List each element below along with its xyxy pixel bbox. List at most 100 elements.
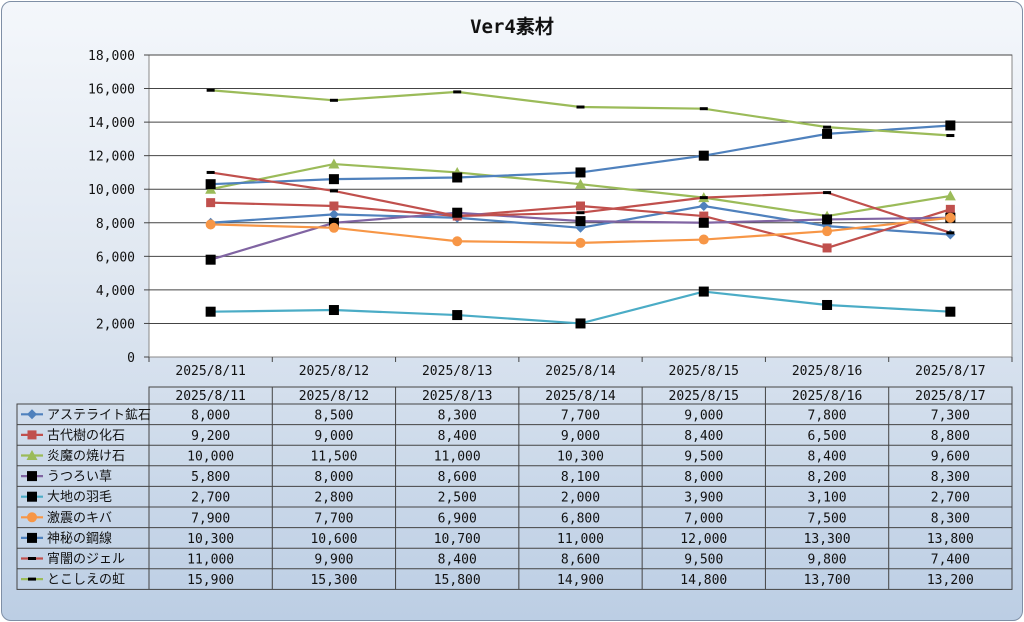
y-tick-label: 4,000 bbox=[96, 284, 135, 299]
data-point bbox=[945, 120, 956, 131]
table-cell-value: 9,800 bbox=[808, 553, 847, 568]
chart-title: Ver4素材 bbox=[470, 16, 554, 38]
legend-key-marker bbox=[27, 430, 37, 440]
table-cell-value: 15,300 bbox=[310, 573, 357, 588]
table-cell-value: 9,900 bbox=[314, 553, 353, 568]
legend-key-marker bbox=[28, 557, 36, 560]
data-point bbox=[575, 237, 586, 248]
table-cell-value: 13,800 bbox=[927, 532, 974, 547]
table-cell-value: 2,800 bbox=[314, 491, 353, 506]
table-cell-value: 8,300 bbox=[931, 470, 970, 485]
table-header-label: 2025/8/13 bbox=[422, 389, 492, 404]
data-point bbox=[576, 211, 585, 215]
table-body-box bbox=[16, 403, 1013, 590]
x-tick-label: 2025/8/13 bbox=[422, 364, 492, 379]
data-point bbox=[452, 310, 463, 321]
legend-series-name: 激震のキバ bbox=[47, 511, 112, 526]
table-cell-value: 13,200 bbox=[927, 573, 974, 588]
data-point bbox=[205, 219, 216, 230]
x-tick-label: 2025/8/17 bbox=[915, 364, 985, 379]
data-point bbox=[822, 214, 833, 225]
table-cell-value: 9,000 bbox=[684, 408, 723, 423]
table-cell-value: 7,700 bbox=[314, 511, 353, 526]
table-cell-value: 8,600 bbox=[561, 553, 600, 568]
table-cell-value: 10,300 bbox=[557, 450, 604, 465]
table-cell-value: 9,000 bbox=[314, 429, 353, 444]
table-cell-value: 8,000 bbox=[684, 470, 723, 485]
table-cell-value: 8,400 bbox=[808, 450, 847, 465]
y-tick-label: 18,000 bbox=[88, 49, 135, 64]
table-cell-value: 8,200 bbox=[808, 470, 847, 485]
table-cell-value: 11,500 bbox=[310, 450, 357, 465]
data-point bbox=[698, 150, 709, 161]
table-cell-value: 11,000 bbox=[187, 553, 234, 568]
table-cell-value: 8,600 bbox=[438, 470, 477, 485]
table-cell-value: 10,600 bbox=[310, 532, 357, 547]
table-cell-value: 8,400 bbox=[684, 429, 723, 444]
table-cell-value: 2,000 bbox=[561, 491, 600, 506]
table-cell-value: 2,500 bbox=[438, 491, 477, 506]
legend-series-name: うつろい草 bbox=[47, 470, 112, 485]
y-tick-label: 14,000 bbox=[88, 116, 135, 131]
data-point bbox=[328, 158, 340, 169]
legend-key-marker bbox=[27, 491, 37, 502]
table-cell-value: 7,400 bbox=[931, 553, 970, 568]
table-cell-value: 9,500 bbox=[684, 450, 723, 465]
data-point bbox=[328, 305, 339, 316]
table-cell-value: 15,900 bbox=[187, 573, 234, 588]
data-point bbox=[452, 172, 463, 183]
data-point bbox=[328, 222, 339, 233]
table-cell-value: 15,800 bbox=[434, 573, 481, 588]
table-cell-value: 9,200 bbox=[191, 429, 230, 444]
data-point bbox=[823, 125, 832, 129]
table-cell-value: 9,500 bbox=[684, 553, 723, 568]
legend-key-marker bbox=[28, 577, 36, 581]
data-point bbox=[328, 174, 339, 185]
table-cell-value: 12,000 bbox=[680, 532, 727, 547]
legend-series-name: 宵闇のジェル bbox=[47, 551, 125, 567]
data-point bbox=[575, 318, 586, 329]
data-point bbox=[822, 243, 832, 253]
table-cell-value: 7,500 bbox=[808, 511, 847, 526]
data-point bbox=[453, 90, 462, 94]
data-point bbox=[822, 128, 833, 139]
y-tick-label: 6,000 bbox=[96, 250, 135, 265]
table-cell-value: 5,800 bbox=[191, 470, 230, 485]
x-tick-label: 2025/8/14 bbox=[545, 364, 616, 379]
table-cell-value: 8,000 bbox=[191, 408, 230, 423]
table-cell-value: 8,800 bbox=[931, 429, 970, 444]
table-cell-value: 9,600 bbox=[931, 450, 970, 465]
legend-series-name: 古代樹の化石 bbox=[47, 428, 125, 443]
data-point bbox=[698, 286, 709, 297]
data-point bbox=[946, 134, 955, 138]
table-cell-value: 3,900 bbox=[684, 491, 723, 506]
data-point bbox=[205, 179, 216, 190]
table-cell-value: 8,100 bbox=[561, 470, 600, 485]
table-cell-value: 7,800 bbox=[808, 408, 847, 423]
table-cell-value: 2,700 bbox=[191, 491, 230, 506]
y-tick-label: 8,000 bbox=[96, 217, 135, 232]
table-cell-value: 8,500 bbox=[314, 408, 353, 423]
data-point bbox=[699, 196, 708, 200]
table-cell-value: 2,700 bbox=[931, 491, 970, 506]
table-header-label: 2025/8/16 bbox=[792, 389, 862, 404]
table-cell-value: 8,300 bbox=[438, 408, 477, 423]
y-tick-label: 10,000 bbox=[88, 183, 135, 198]
y-tick-label: 12,000 bbox=[88, 150, 135, 165]
data-point bbox=[575, 178, 586, 189]
data-point bbox=[698, 217, 709, 228]
legend-series-name: 炎魔の焼け石 bbox=[47, 449, 125, 464]
table-cell-value: 10,300 bbox=[187, 532, 234, 547]
legend-key-marker bbox=[27, 512, 37, 523]
data-point bbox=[205, 254, 216, 265]
data-point bbox=[453, 214, 462, 218]
legend-key-marker bbox=[27, 532, 37, 543]
legend-series-name: 神秘の鋼線 bbox=[47, 530, 112, 546]
table-header-label: 2025/8/14 bbox=[545, 389, 616, 404]
y-tick-label: 16,000 bbox=[88, 83, 135, 98]
legend-series-name: アステライト鉱石 bbox=[47, 407, 151, 423]
table-cell-value: 13,300 bbox=[804, 532, 851, 547]
table-header-label: 2025/8/15 bbox=[669, 389, 739, 404]
